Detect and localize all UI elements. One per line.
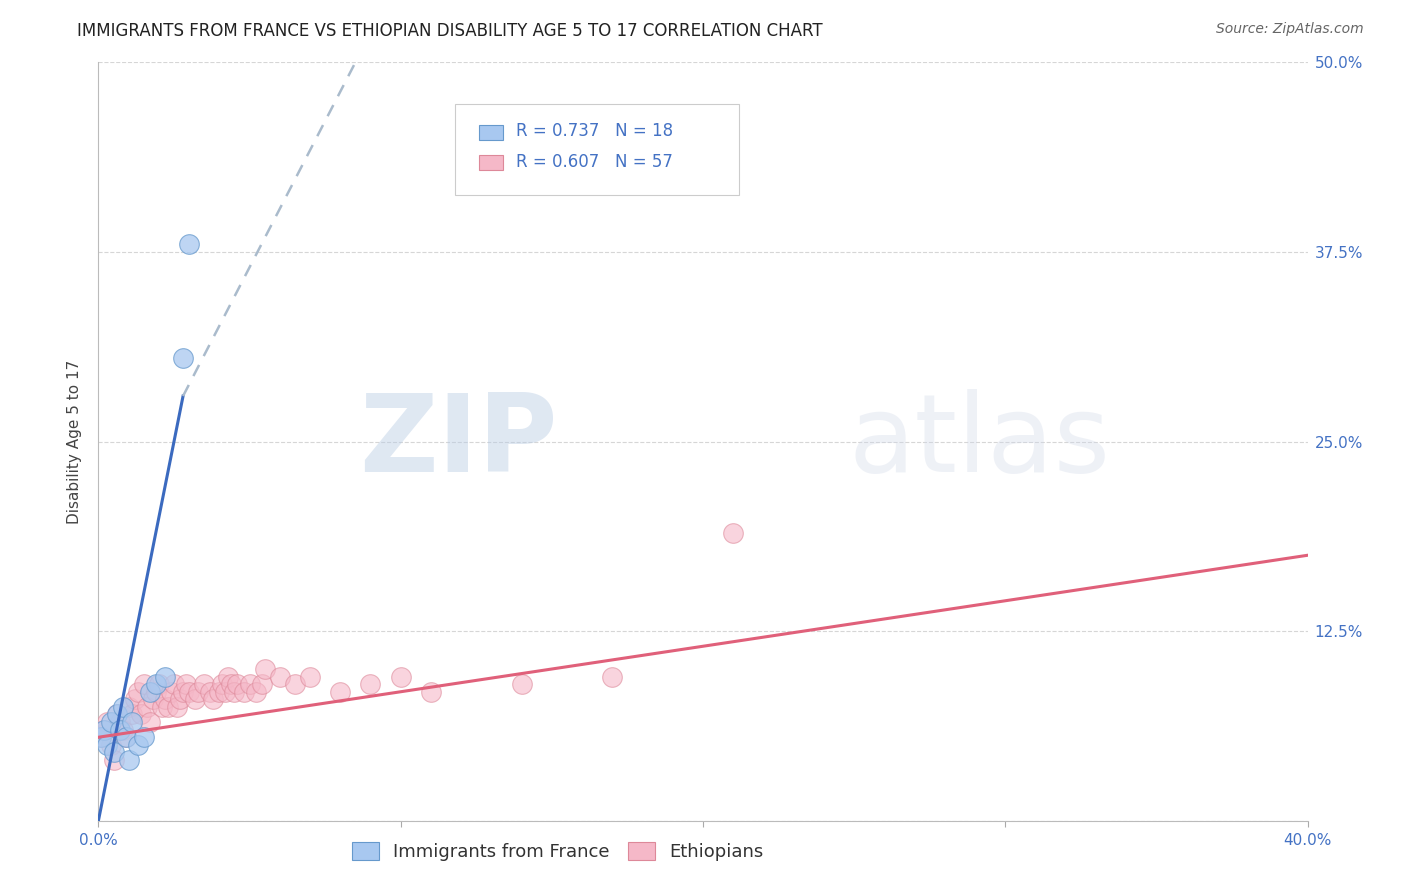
- Point: [145, 677, 167, 691]
- Point: [150, 699, 173, 714]
- Point: [153, 669, 176, 683]
- Point: [118, 699, 141, 714]
- Point: [129, 707, 152, 722]
- Point: [93, 723, 115, 737]
- Point: [90, 730, 112, 744]
- Point: [108, 723, 131, 737]
- Point: [269, 669, 291, 683]
- Point: [169, 692, 191, 706]
- Point: [221, 677, 243, 691]
- FancyBboxPatch shape: [479, 155, 503, 170]
- Point: [127, 738, 149, 752]
- Point: [132, 730, 155, 744]
- Point: [224, 685, 246, 699]
- Point: [253, 662, 276, 676]
- FancyBboxPatch shape: [479, 125, 503, 140]
- Point: [105, 707, 128, 722]
- Point: [153, 692, 176, 706]
- Y-axis label: Disability Age 5 to 17: Disability Age 5 to 17: [67, 359, 83, 524]
- Point: [135, 699, 157, 714]
- Point: [172, 351, 194, 366]
- Point: [200, 685, 222, 699]
- Point: [163, 677, 186, 691]
- Text: R = 0.737   N = 18: R = 0.737 N = 18: [516, 122, 672, 140]
- Point: [226, 677, 249, 691]
- Point: [245, 685, 267, 699]
- Point: [132, 677, 155, 691]
- Point: [124, 692, 146, 706]
- Point: [420, 685, 443, 699]
- Point: [166, 699, 188, 714]
- Point: [360, 677, 382, 691]
- Point: [187, 685, 209, 699]
- Point: [211, 677, 233, 691]
- Point: [111, 723, 134, 737]
- Text: atlas: atlas: [848, 389, 1111, 494]
- Point: [118, 753, 141, 767]
- Point: [193, 677, 215, 691]
- Point: [93, 723, 115, 737]
- Point: [111, 699, 134, 714]
- Point: [174, 677, 197, 691]
- Point: [239, 677, 262, 691]
- Point: [100, 715, 122, 730]
- Point: [217, 669, 239, 683]
- Point: [100, 738, 122, 752]
- Point: [208, 685, 231, 699]
- Point: [103, 746, 125, 760]
- Point: [114, 730, 136, 744]
- Point: [121, 707, 143, 722]
- Point: [105, 707, 128, 722]
- Legend: Immigrants from France, Ethiopians: Immigrants from France, Ethiopians: [344, 835, 770, 869]
- Point: [299, 669, 322, 683]
- Point: [179, 685, 201, 699]
- Point: [142, 692, 165, 706]
- Point: [389, 669, 412, 683]
- Point: [232, 685, 254, 699]
- Text: IMMIGRANTS FROM FRANCE VS ETHIOPIAN DISABILITY AGE 5 TO 17 CORRELATION CHART: IMMIGRANTS FROM FRANCE VS ETHIOPIAN DISA…: [77, 22, 823, 40]
- Point: [172, 685, 194, 699]
- Point: [139, 715, 162, 730]
- Text: ZIP: ZIP: [360, 389, 558, 494]
- Point: [602, 669, 624, 683]
- Point: [184, 692, 207, 706]
- Point: [284, 677, 307, 691]
- Point: [156, 699, 179, 714]
- Point: [145, 685, 167, 699]
- Point: [723, 525, 745, 540]
- Text: Source: ZipAtlas.com: Source: ZipAtlas.com: [1216, 22, 1364, 37]
- Point: [250, 677, 273, 691]
- FancyBboxPatch shape: [456, 104, 740, 195]
- Point: [202, 692, 225, 706]
- Point: [214, 685, 236, 699]
- Point: [108, 715, 131, 730]
- Point: [96, 738, 118, 752]
- Point: [121, 715, 143, 730]
- Point: [329, 685, 352, 699]
- Point: [179, 237, 201, 252]
- Point: [96, 715, 118, 730]
- Point: [90, 730, 112, 744]
- Point: [148, 677, 170, 691]
- Point: [160, 685, 183, 699]
- Point: [114, 730, 136, 744]
- Text: R = 0.607   N = 57: R = 0.607 N = 57: [516, 153, 672, 170]
- Point: [127, 685, 149, 699]
- Point: [139, 685, 162, 699]
- Point: [510, 677, 533, 691]
- Point: [103, 753, 125, 767]
